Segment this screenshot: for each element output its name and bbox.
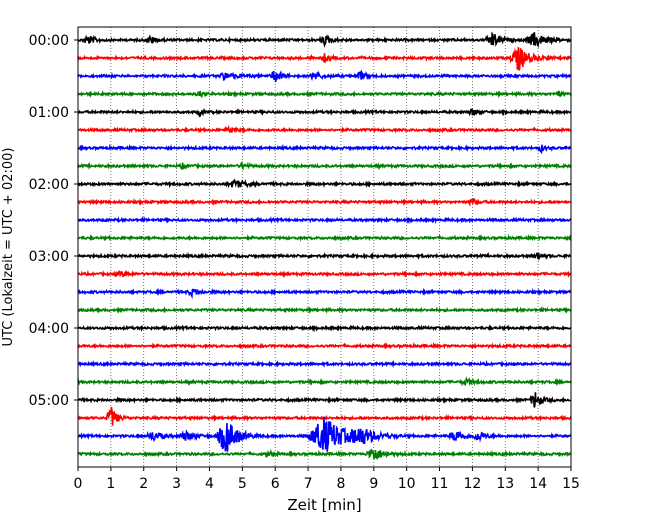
trace-0315 (77, 269, 571, 279)
trace-0415 (77, 341, 572, 350)
trace-0300 (77, 251, 572, 261)
x-tick-label: 15 (562, 476, 580, 492)
trace-0115 (77, 124, 572, 134)
trace-0245 (77, 233, 572, 242)
x-tick-label: 8 (336, 476, 345, 492)
y-tick-label: 05:00 (29, 393, 69, 409)
y-tick-label: 02:00 (29, 177, 69, 193)
x-tick-label: 4 (205, 476, 214, 492)
y-tick-label: 03:00 (29, 249, 69, 265)
x-tick-label: 2 (139, 476, 148, 492)
x-tick-label: 6 (271, 476, 280, 492)
traces (77, 31, 572, 460)
y-tick-label: 00:00 (29, 33, 69, 49)
x-tick-label: 10 (398, 476, 416, 492)
y-axis-ticks: 00:00 01:00 02:00 03:00 04:00 05:00 (29, 33, 78, 409)
trace-0400 (77, 324, 572, 333)
trace-0215 (77, 197, 572, 207)
y-tick-label: 01:00 (29, 105, 69, 121)
plot-frame (77, 26, 572, 468)
trace-0500 (77, 392, 572, 408)
x-tick-label: 1 (106, 476, 115, 492)
x-tick-label: 7 (304, 476, 313, 492)
x-tick-label: 12 (463, 476, 481, 492)
trace-0130 (77, 143, 572, 155)
trace-0330 (77, 287, 572, 300)
x-tick-label: 14 (529, 476, 547, 492)
trace-0530 (77, 416, 572, 452)
trace-0200 (77, 178, 572, 189)
trace-0430 (77, 359, 572, 369)
x-tick-label: 9 (369, 476, 378, 492)
x-axis-label: Zeit [min] (287, 496, 361, 514)
trace-0230 (77, 215, 572, 225)
trace-0345 (77, 305, 572, 315)
trace-0000 (77, 31, 572, 49)
y-tick-label: 04:00 (29, 321, 69, 337)
trace-0045 (77, 89, 572, 99)
x-axis-ticks: 0 1 2 3 4 5 6 7 8 9 10 11 12 13 14 15 (74, 467, 580, 492)
trace-0030 (77, 69, 572, 83)
trace-0100 (77, 107, 572, 118)
y-axis-label: UTC (Lokalzeit = UTC + 02:00) (1, 148, 16, 347)
trace-0545 (77, 448, 572, 460)
trace-0445 (77, 375, 572, 387)
trace-0015 (77, 47, 572, 71)
trace-0145 (77, 161, 572, 171)
x-tick-label: 5 (238, 476, 247, 492)
x-tick-label: 13 (496, 476, 514, 492)
x-tick-label: 3 (172, 476, 181, 492)
x-tick-label: 0 (74, 476, 83, 492)
x-gridlines (110, 27, 539, 467)
x-tick-label: 11 (431, 476, 449, 492)
